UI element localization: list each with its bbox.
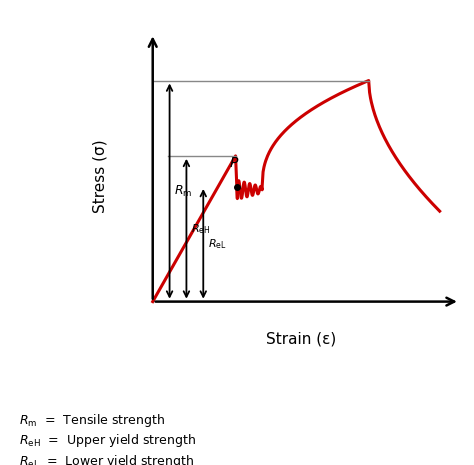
Text: $R_{\mathrm{eH}}$  =  Upper yield strength: $R_{\mathrm{eH}}$ = Upper yield strength — [19, 432, 196, 450]
Text: $R_{\mathrm{eL}}$: $R_{\mathrm{eL}}$ — [208, 237, 227, 251]
Text: Strain (ε): Strain (ε) — [265, 332, 336, 346]
Text: $R_{\mathrm{m}}$: $R_{\mathrm{m}}$ — [174, 184, 193, 199]
Text: P: P — [229, 156, 238, 170]
Text: Stress (σ): Stress (σ) — [93, 139, 108, 213]
Text: $R_{\mathrm{m}}$  =  Tensile strength: $R_{\mathrm{m}}$ = Tensile strength — [19, 412, 165, 429]
Text: $R_{\mathrm{eL}}$  =  Lower yield strength: $R_{\mathrm{eL}}$ = Lower yield strength — [19, 453, 194, 465]
Text: $R_{\mathrm{eH}}$: $R_{\mathrm{eH}}$ — [191, 222, 210, 236]
